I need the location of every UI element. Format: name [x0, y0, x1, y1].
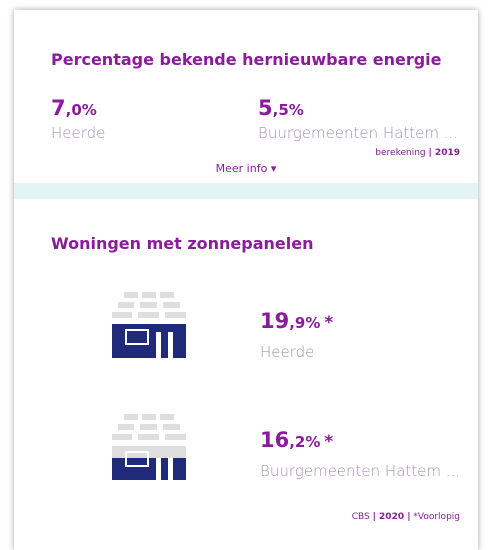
stat-value: 5,5% — [258, 96, 304, 120]
source: CBS | 2020 | *Voorlopig — [352, 512, 460, 522]
value-main: 5 — [258, 96, 273, 120]
value-main: 19 — [260, 309, 290, 333]
value-rest: ,0% — [65, 101, 97, 119]
value-main: 16 — [260, 428, 290, 452]
more-info-link[interactable]: Meer info ▾ — [215, 162, 277, 175]
section-title: Woningen met zonnepanelen — [51, 234, 314, 253]
source-text: berekening — [375, 148, 426, 158]
source-year: | 2019 — [428, 148, 460, 158]
source-year: | 2020 | — [372, 512, 411, 522]
value-main: 7 — [51, 96, 66, 120]
stat-value: 7,0% — [51, 96, 97, 120]
solar-icon — [112, 292, 186, 358]
value-mark: * — [324, 313, 334, 333]
stat-label: Buurgemeenten Hattem ... — [258, 124, 459, 142]
stat-value: 16,2% * — [260, 428, 333, 452]
divider-band — [14, 183, 478, 199]
source: berekening | 2019 — [375, 148, 460, 158]
source-note: *Voorlopig — [413, 512, 460, 522]
stat-label: Heerde — [260, 343, 315, 361]
stat-label: Buurgemeenten Hattem ... — [260, 462, 461, 480]
solar-icon — [112, 414, 186, 480]
source-org: CBS — [351, 512, 370, 522]
value-rest: ,2% — [289, 433, 321, 451]
value-rest: ,9% — [289, 314, 321, 332]
stat-value: 19,9% * — [260, 309, 333, 333]
value-mark: * — [324, 432, 334, 452]
stat-label: Heerde — [51, 124, 106, 142]
value-rest: ,5% — [272, 101, 304, 119]
section-title: Percentage bekende hernieuwbare energie — [51, 50, 442, 69]
card: Percentage bekende hernieuwbare energie … — [14, 10, 478, 550]
